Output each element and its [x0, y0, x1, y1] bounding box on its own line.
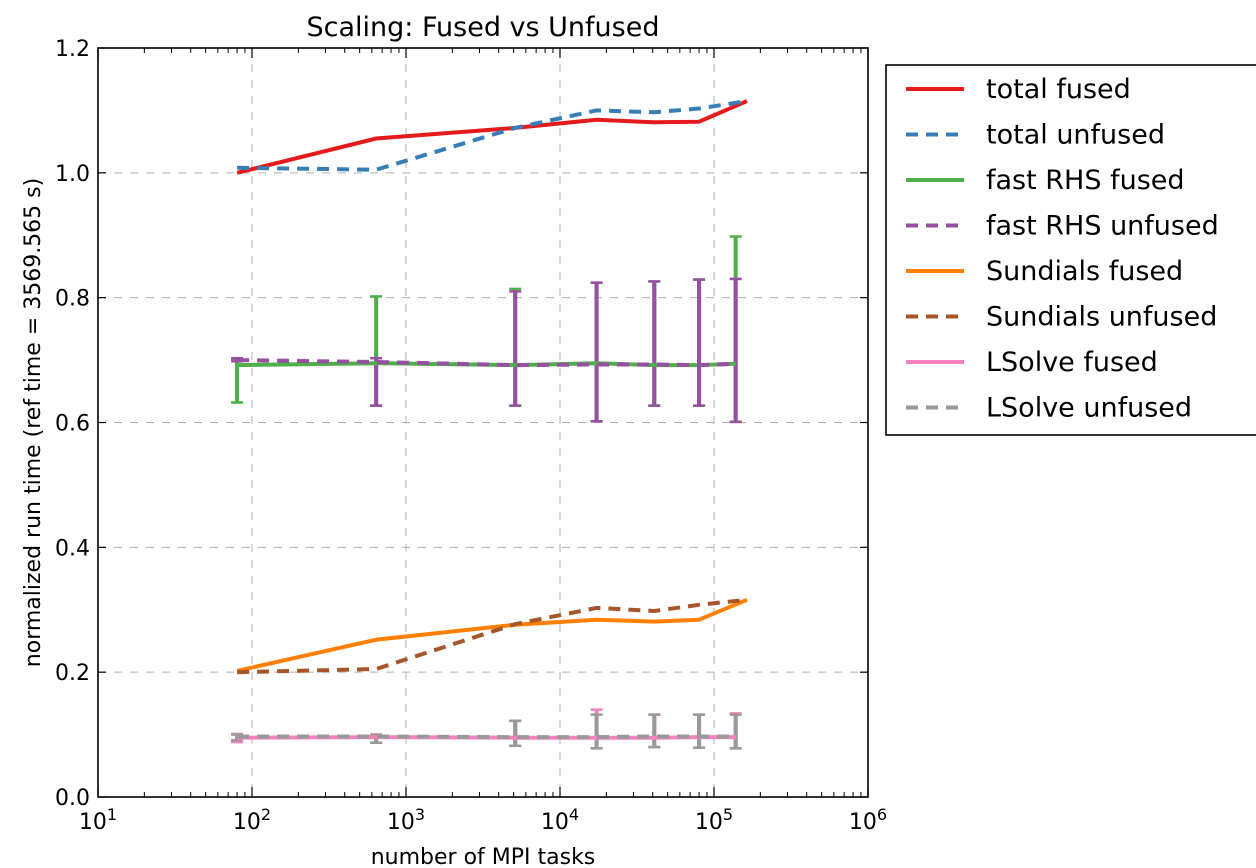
- series-line-fast-rhs-unfused: [237, 358, 736, 368]
- y-tick-label: 0.0: [55, 786, 90, 811]
- legend-label-lsolve-fused: LSolve fused: [986, 347, 1158, 378]
- y-tick-label: 0.6: [55, 412, 90, 437]
- legend-box: [885, 64, 1256, 436]
- x-tick-label: 105: [695, 805, 733, 836]
- x-tick-label: 101: [79, 805, 117, 836]
- y-tick-label: 0.4: [55, 536, 90, 561]
- series-line-total-unfused: [237, 99, 748, 172]
- legend-label-fast-rhs-fused: fast RHS fused: [986, 165, 1185, 196]
- series-line-lsolve-unfused: [237, 734, 736, 740]
- y-tick-label: 0.2: [55, 661, 90, 686]
- legend-label-sundials-fused: Sundials fused: [986, 256, 1183, 287]
- tick-layer: 0.0 0.2 0.4 0.6 0.8 1.0 1.2 101 102 103 104 105 106: [55, 37, 887, 835]
- grid-layer: [98, 48, 868, 797]
- x-axis-label: number of MPI tasks: [371, 845, 596, 868]
- legend-label-lsolve-unfused: LSolve unfused: [986, 393, 1192, 424]
- y-tick-label: 0.8: [55, 287, 90, 312]
- data-layer: [231, 99, 748, 750]
- series-line-sundials-unfused: [237, 597, 748, 675]
- legend-label-total-fused: total fused: [986, 74, 1131, 105]
- legend-label-sundials-unfused: Sundials unfused: [986, 302, 1217, 333]
- series-line-sundials-fused: [236, 597, 748, 673]
- y-axis-label: normalized run time (ref time = 3569.565…: [21, 178, 46, 667]
- y-tick-label: 1.2: [55, 37, 90, 62]
- x-tick-label: 106: [849, 805, 887, 836]
- series-line-total-fused: [236, 99, 748, 175]
- x-tick-label: 102: [233, 805, 271, 836]
- x-tick-label: 103: [387, 805, 425, 836]
- y-tick-label: 1.0: [55, 162, 90, 187]
- chart-title: Scaling: Fused vs Unfused: [307, 12, 660, 43]
- legend: total fused total unfused fast RHS fused fa…: [885, 64, 1256, 436]
- legend-label-total-unfused: total unfused: [986, 120, 1165, 151]
- x-tick-label: 104: [541, 805, 579, 836]
- legend-label-fast-rhs-unfused: fast RHS unfused: [986, 211, 1219, 242]
